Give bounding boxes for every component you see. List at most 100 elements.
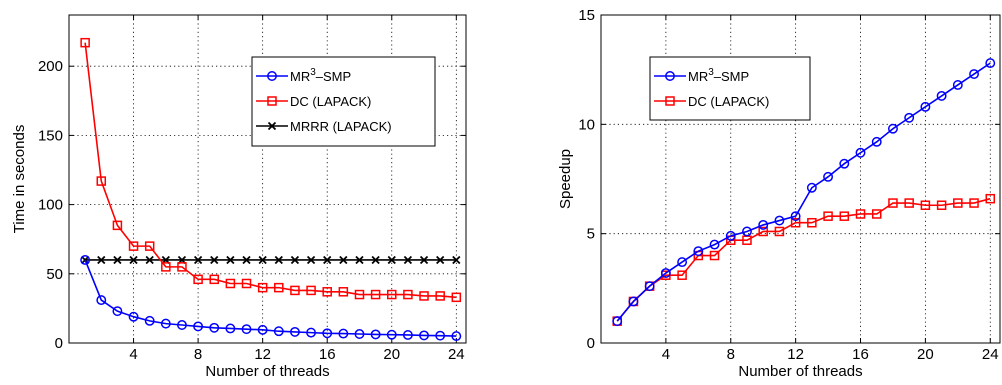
legend-label: MR3–SMP [290,67,351,84]
data-point-dc-lapack [80,37,90,48]
data-point-mr3-smp [209,322,220,333]
x-marker-stroke [436,255,445,265]
y-tick-label: 0 [587,335,595,352]
series-line-mr3-smp [84,259,457,337]
data-point-mr3-smp [644,281,655,292]
data-point-mr3-smp [758,219,769,230]
data-point-mr3-smp [80,255,91,265]
data-point-mr3-smp [306,327,317,338]
y-tick-label: 200 [38,58,63,75]
x-tick-label: 4 [129,346,137,363]
data-point-mr3-smp [193,321,204,332]
legend-entry-mr3-smp: MR3–SMP [256,67,351,84]
y-tick-label: 0 [55,335,63,352]
data-point-dc-lapack [322,287,332,297]
legend-marker [267,96,277,106]
data-point-dc-lapack [419,291,429,301]
data-point-mr3-smp [774,215,785,226]
data-point-mrrr-lapack [387,255,396,265]
data-point-dc-lapack [209,274,219,285]
x-axis-label: Number of threads [738,363,862,380]
data-point-dc-lapack [274,282,284,293]
y-tick-label: 150 [38,127,63,144]
x-axis-label: Number of threads [205,363,329,380]
data-point-mr3-smp [904,112,915,123]
x-tick-label: 20 [917,346,934,363]
legend-marker [267,121,277,131]
data-point-mr3-smp [936,90,947,101]
legend-marker [665,96,675,106]
x-tick-label: 4 [662,346,670,363]
data-point-mr3-smp [952,80,963,90]
data-point-dc-lapack [193,274,203,285]
data-point-mrrr-lapack [258,255,267,265]
data-point-dc-lapack [936,200,947,210]
legend-marker [665,71,675,81]
x-marker-stroke [210,255,219,265]
legend-entry-dc-lapack: DC (LAPACK) [256,94,371,109]
data-point-mr3-smp [451,331,462,342]
data-point-dc-lapack [451,292,462,303]
data-point-mrrr-lapack [452,255,461,265]
legend-box [649,56,811,121]
data-point-mr3-smp [96,295,107,306]
data-point-mrrr-lapack [242,255,251,265]
data-point-dc-lapack [338,287,349,297]
data-point-mr3-smp [677,257,688,268]
data-point-dc-lapack [354,289,365,300]
series-mrrr-lapack [81,255,461,265]
data-point-dc-lapack [807,217,817,228]
data-point-mrrr-lapack [436,255,445,265]
legend-entry-mr3-smp: MR3–SMP [654,67,749,84]
x-marker-stroke [97,255,106,265]
x-tick-label: 12 [254,346,271,363]
data-point-mr3-smp [177,320,187,330]
data-point-mr3-smp [628,296,639,307]
data-point-dc-lapack [823,211,833,221]
data-point-mrrr-lapack [371,255,380,265]
x-marker-stroke [258,255,267,265]
x-tick-label: 8 [194,346,202,363]
x-tick-label: 12 [787,346,804,363]
data-point-dc-lapack [920,200,931,210]
x-marker-stroke [242,255,251,265]
x-marker-stroke [129,255,138,265]
data-point-mrrr-lapack [210,255,219,265]
data-point-mrrr-lapack [419,255,429,265]
legend-entry-mrrr-lapack: MRRR (LAPACK) [256,119,392,134]
data-point-mr3-smp [289,326,300,337]
data-point-mrrr-lapack [226,255,235,265]
data-point-mr3-smp [855,147,866,158]
data-point-mr3-smp [354,329,365,339]
data-point-mr3-smp [322,328,333,339]
data-point-dc-lapack [677,270,687,280]
y-tick-label: 10 [578,116,595,133]
data-point-mr3-smp [612,316,623,327]
x-marker-stroke [355,255,364,265]
y-tick-label: 15 [578,7,595,24]
data-point-dc-lapack [888,198,898,208]
data-point-mr3-smp [693,246,704,257]
x-tick-label: 8 [727,346,735,363]
axes-frame [68,14,467,344]
data-point-mr3-smp [225,323,236,334]
data-point-dc-lapack [161,262,171,272]
data-point-mrrr-lapack [355,255,364,265]
data-point-dc-lapack [758,226,768,237]
data-point-mr3-smp [920,101,931,112]
y-axis-label: Time in seconds [11,125,28,234]
data-point-mr3-smp [160,318,171,329]
data-point-dc-lapack [144,241,155,251]
data-point-dc-lapack [387,289,397,300]
x-marker-stroke [274,255,283,265]
x-tick-label: 16 [852,346,869,363]
series-line-mr3-smp [616,62,991,322]
data-point-mr3-smp [742,226,752,237]
data-point-mrrr-lapack [129,255,138,265]
data-point-dc-lapack [839,211,850,221]
data-point-dc-lapack [904,198,914,208]
x-marker-stroke [290,255,300,265]
data-point-mrrr-lapack [323,255,332,265]
data-point-mr3-smp [725,230,736,241]
data-point-dc-lapack [128,241,139,251]
